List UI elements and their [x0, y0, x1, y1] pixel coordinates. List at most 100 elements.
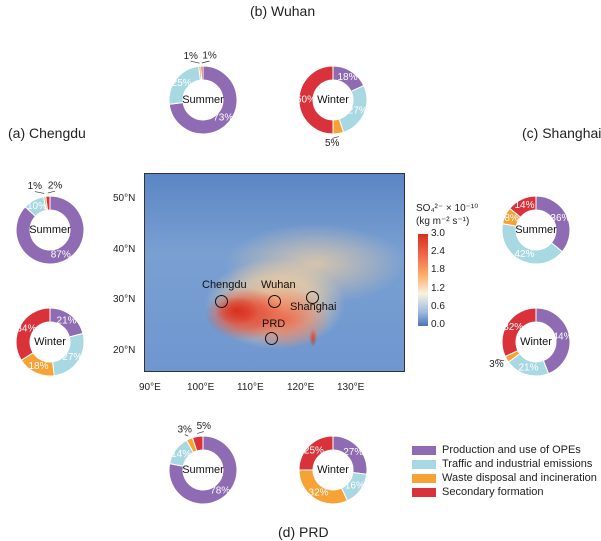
slice-percent-label: 27%	[343, 447, 363, 458]
site-label-wuhan: Wuhan	[261, 279, 296, 291]
legend-swatch	[412, 459, 436, 469]
legend-label: Traffic and industrial emissions	[442, 458, 593, 470]
donut-slice	[509, 195, 537, 218]
slice-percent-label: 25%	[304, 446, 324, 457]
legend-item-waste: Waste disposal and incineration	[412, 472, 597, 484]
donut-slice	[191, 435, 204, 452]
lat-tick: 50°N	[113, 193, 136, 204]
slice-percent-label: 27%	[348, 105, 368, 116]
donut-chengdu-summer: 87% 10% 1% 2% Summer	[15, 181, 85, 265]
leader-line	[332, 136, 339, 139]
lon-tick: 90°E	[139, 382, 161, 393]
colorbar-tick: 0.6	[431, 301, 445, 312]
slice-percent-label: 3%	[178, 424, 193, 435]
season-label: Summer	[515, 224, 557, 236]
site-marker-wuhan	[268, 295, 281, 308]
slice-percent-label: 5%	[325, 138, 340, 149]
slice-percent-label: 32%	[503, 322, 523, 333]
leader-line	[496, 359, 505, 362]
site-label-prd: PRD	[262, 318, 286, 330]
slice-percent-label: 14%	[171, 449, 191, 460]
site-label-chengdu: Chengdu	[202, 279, 247, 291]
slice-percent-label: 5%	[197, 421, 212, 432]
sulfate-map: Chengdu Wuhan Shanghai PRD	[144, 173, 405, 372]
donut-chengdu-winter: 21% 27% 18% 34%Winter	[15, 307, 85, 377]
slice-percent-label: 34%	[16, 324, 36, 335]
donut-slice	[535, 307, 571, 375]
title-chengdu: (a) Chengdu	[8, 125, 86, 141]
donut-slice	[45, 195, 51, 211]
slice-percent-label: 18%	[28, 361, 48, 372]
colorbar-units: (kg m⁻² s⁻¹)	[416, 216, 470, 227]
legend-swatch	[412, 487, 436, 497]
legend-item-secondary: Secondary formation	[412, 486, 544, 498]
colorbar	[418, 234, 428, 326]
donut-prd-summer: 78% 14% 3% 5% Summer	[168, 421, 238, 505]
lon-tick: 110°E	[237, 382, 264, 393]
season-label: Winter	[520, 336, 552, 348]
colorbar-tick: 1.2	[431, 283, 445, 294]
leader-line	[34, 191, 45, 194]
colorbar-tick: 3.0	[431, 228, 445, 239]
season-label: Winter	[317, 94, 349, 106]
slice-percent-label: 8%	[504, 213, 519, 224]
donut-wuhan-summer: 73% 25% 1% 1% Summer	[168, 51, 238, 135]
slice-percent-label: 25%	[172, 78, 192, 89]
slice-percent-label: 78%	[210, 485, 230, 496]
slice-percent-label: 3%	[489, 359, 504, 370]
lat-tick: 40°N	[113, 244, 136, 255]
donut-slice	[298, 65, 334, 135]
lat-tick: 30°N	[113, 294, 136, 305]
slice-percent-label: 27%	[62, 352, 82, 363]
slice-percent-label: 1%	[183, 51, 198, 62]
leader-line	[184, 434, 189, 437]
donut-wuhan-winter: 18% 27% 5% 50% Winter	[296, 65, 368, 149]
season-label: Winter	[317, 464, 349, 476]
donut-shanghai-summer: 36% 42% 8% 14% Summer	[501, 195, 571, 265]
season-label: Summer	[29, 224, 71, 236]
lon-tick: 120°E	[287, 382, 315, 393]
site-marker-prd	[265, 332, 278, 345]
donut-slice	[15, 307, 51, 361]
slice-percent-label: 1%	[28, 181, 43, 192]
colorbar-title: SO₄²⁻ × 10⁻¹⁰	[416, 203, 479, 214]
slice-percent-label: 32%	[309, 487, 329, 498]
donut-slice	[501, 307, 537, 358]
donut-prd-winter: 27% 16% 32% 25% Winter	[298, 435, 368, 505]
leader-line	[47, 190, 56, 194]
colorbar-tick: 0.0	[431, 319, 445, 330]
title-shanghai: (c) Shanghai	[522, 125, 601, 141]
season-label: Winter	[34, 336, 66, 348]
slice-percent-label: 14%	[514, 200, 534, 211]
legend-item-traffic: Traffic and industrial emissions	[412, 458, 592, 470]
slice-percent-label: 50%	[296, 95, 316, 106]
title-wuhan: (b) Wuhan	[250, 3, 316, 19]
donut-slice	[200, 65, 204, 81]
leader-line	[197, 431, 204, 434]
season-label: Summer	[182, 94, 224, 106]
slice-percent-label: 87%	[51, 249, 71, 260]
legend-label: Secondary formation	[442, 486, 544, 498]
lat-tick: 20°N	[113, 345, 136, 356]
slice-percent-label: 42%	[514, 249, 534, 260]
legend-swatch	[412, 473, 436, 483]
donut-slice	[298, 435, 334, 471]
title-prd: (d) PRD	[278, 524, 329, 540]
legend-swatch	[412, 445, 436, 455]
site-label-shanghai: Shanghai	[290, 301, 337, 313]
legend-label: Production and use of OPEs	[442, 444, 581, 456]
slice-percent-label: 10%	[27, 201, 47, 212]
slice-percent-label: 2%	[48, 181, 63, 192]
colorbar-tick: 1.8	[431, 264, 445, 275]
leader-line	[190, 60, 200, 64]
leader-line	[201, 60, 210, 64]
slice-percent-label: 21%	[518, 363, 538, 374]
slice-percent-label: 1%	[202, 51, 217, 62]
lon-tick: 130°E	[337, 382, 365, 393]
legend-item-opes: Production and use of OPEs	[412, 444, 581, 456]
donut-slice	[168, 435, 238, 505]
slice-percent-label: 73%	[213, 112, 233, 123]
donut-shanghai-winter: 44% 21% 3% 32% Winter	[489, 307, 573, 377]
legend-label: Waste disposal and incineration	[442, 472, 597, 484]
